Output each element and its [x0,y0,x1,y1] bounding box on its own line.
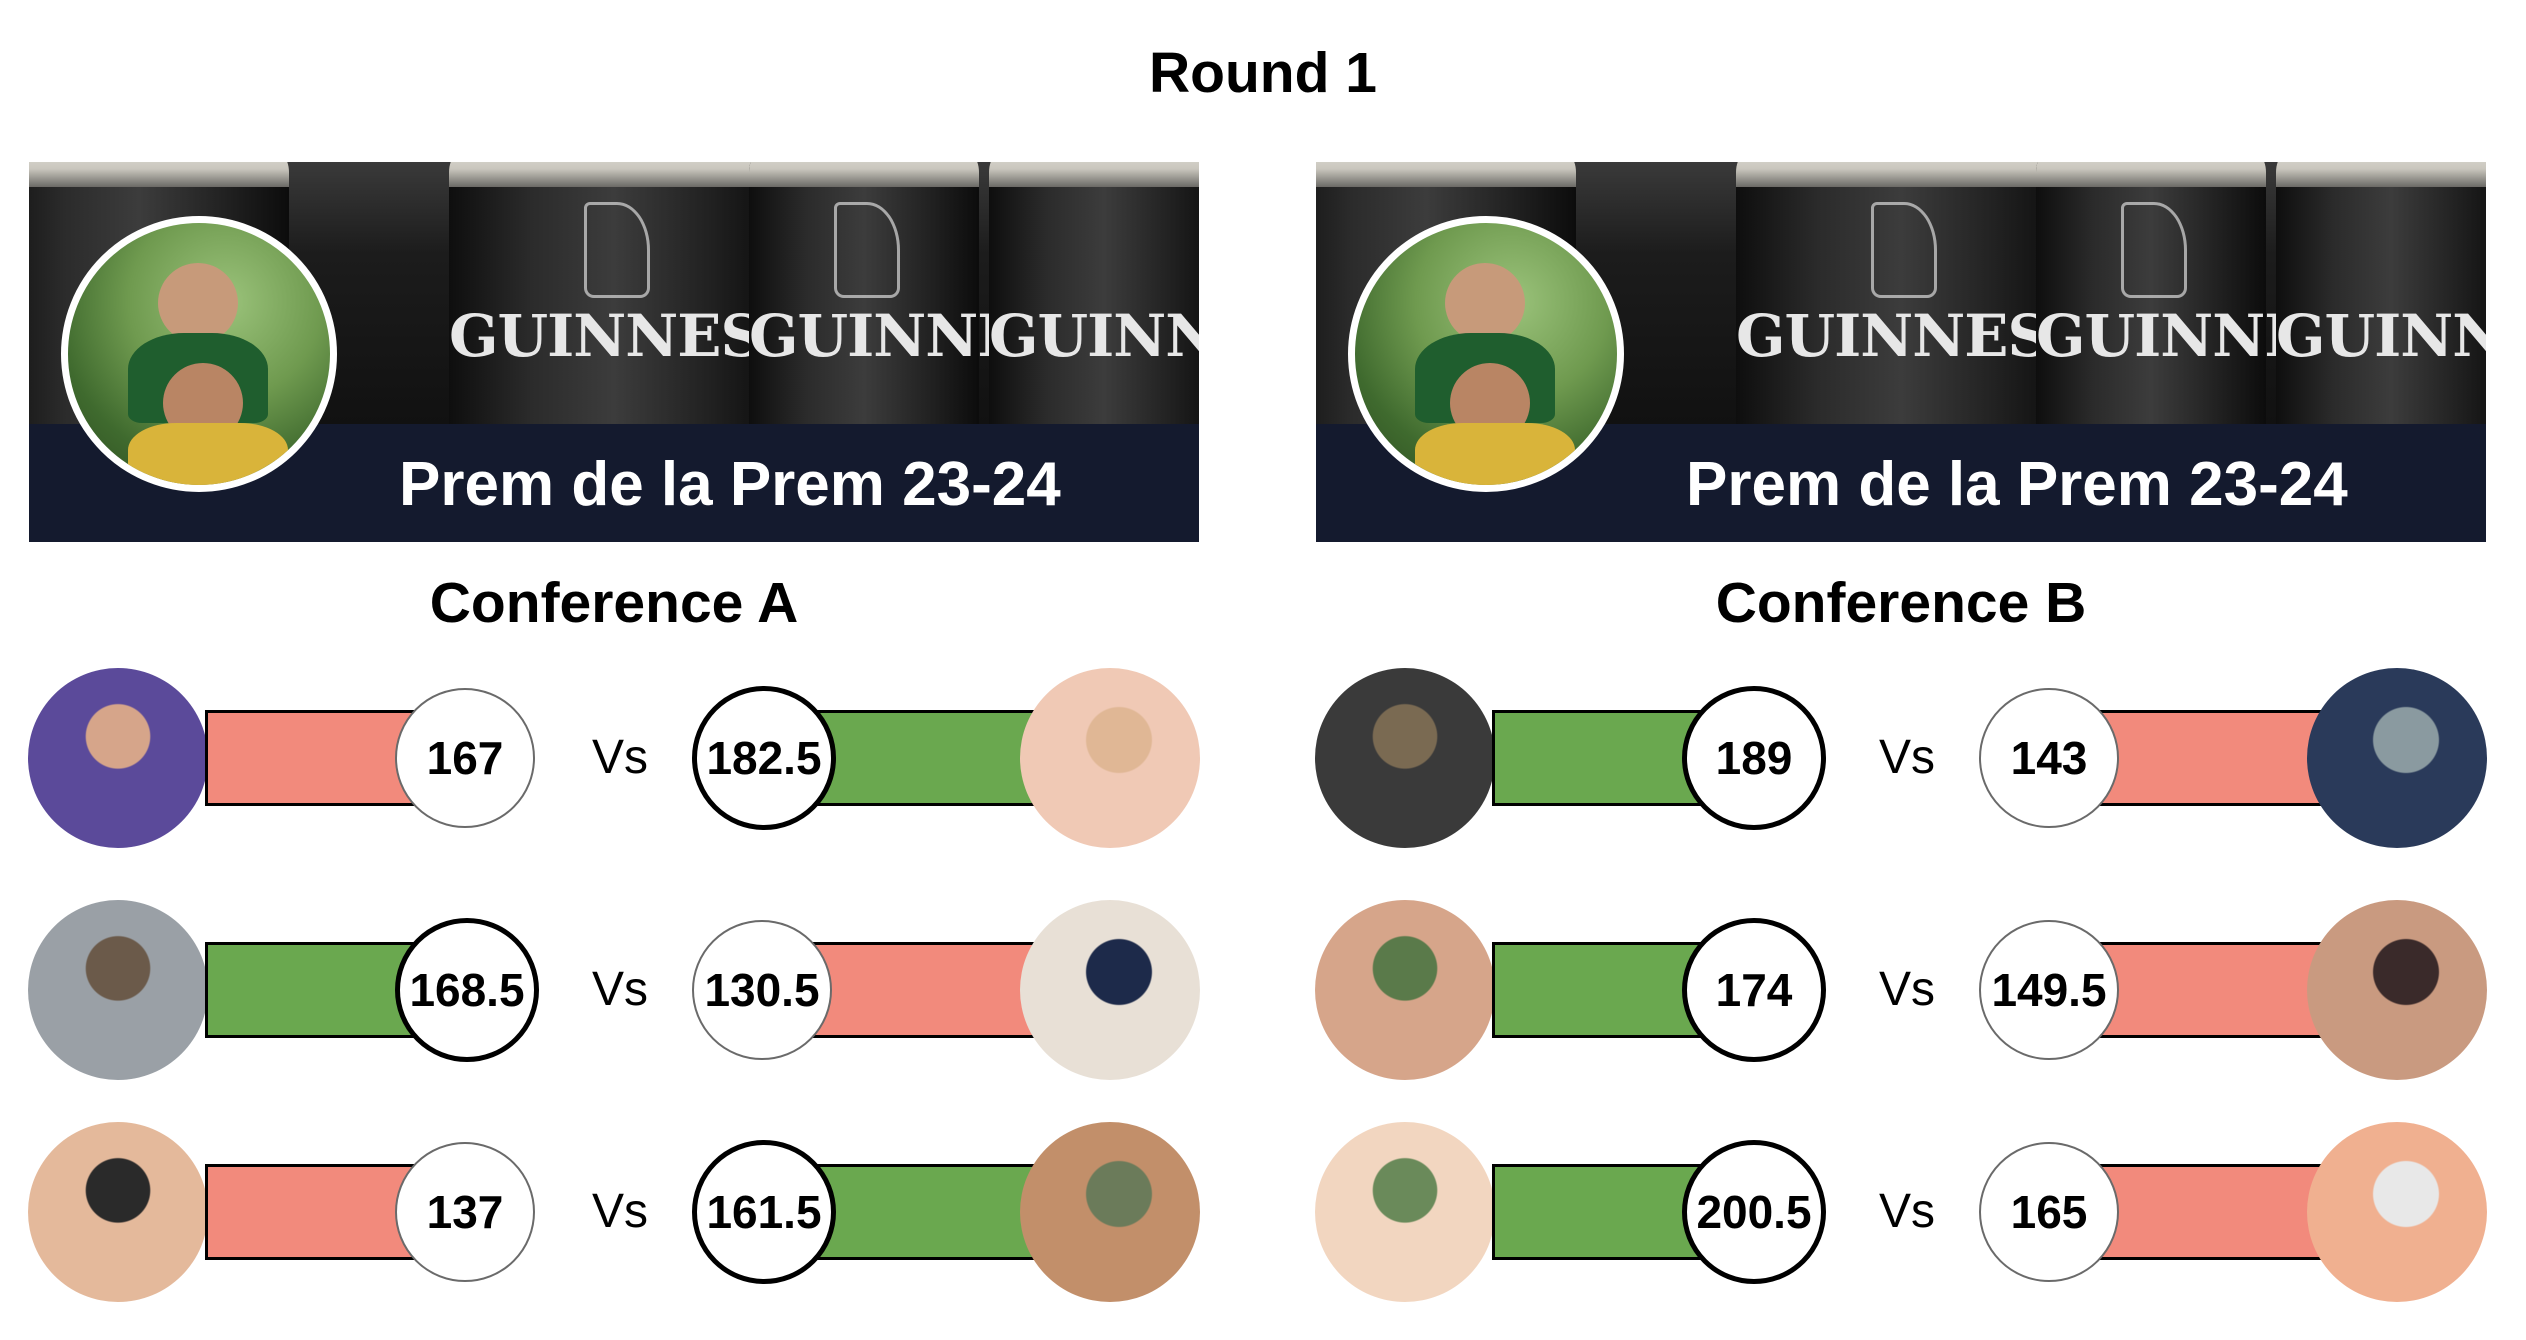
score-bar-right [2077,710,2332,806]
conference-a-title: Conference A [429,571,799,635]
league-banner-b: GUINNESS GUINNESS GUINNESS Prem de la Pr… [1316,162,2486,542]
score-badge-right: 165 [1979,1142,2119,1282]
banner-title: Prem de la Prem 23-24 [1686,450,2348,519]
vs-label: Vs [1878,1185,1935,1238]
score-badge-right: 182.5 [692,686,836,830]
team-avatar-right [1020,1122,1200,1302]
conference-b-title: Conference B [1715,571,2087,635]
score-bar-left [1492,942,1712,1038]
team-avatar-right [1020,668,1200,848]
score-bar-left [1492,710,1712,806]
team-avatar-right [2307,668,2487,848]
score-bar-left [1492,1164,1712,1260]
score-badge-right: 130.5 [692,920,832,1060]
score-badge-right: 161.5 [692,1140,836,1284]
score-badge-left: 167 [395,688,535,828]
team-avatar-left [28,900,208,1080]
guinness-photo: GUINNESS GUINNESS GUINNESS [29,162,1199,442]
league-logo-avatar [61,216,337,492]
banner-title: Prem de la Prem 23-24 [399,450,1061,519]
vs-label: Vs [1878,963,1935,1016]
team-avatar-left [28,668,208,848]
score-badge-right: 143 [1979,688,2119,828]
team-avatar-left [1315,1122,1495,1302]
score-bar-right [790,942,1045,1038]
team-avatar-right [2307,900,2487,1080]
score-badge-left: 189 [1682,686,1826,830]
score-badge-left: 137 [395,1142,535,1282]
league-logo-avatar [1348,216,1624,492]
team-avatar-left [1315,668,1495,848]
score-bar-left [205,942,425,1038]
vs-label: Vs [591,963,648,1016]
team-avatar-right [1020,900,1200,1080]
team-avatar-left [28,1122,208,1302]
league-banner-a: GUINNESS GUINNESS GUINNESS Prem de la Pr… [29,162,1199,542]
score-bar-right [2077,942,2332,1038]
score-bar-left [205,1164,425,1260]
vs-label: Vs [591,731,648,784]
score-badge-left: 200.5 [1682,1140,1826,1284]
vs-label: Vs [591,1185,648,1238]
score-badge-left: 168.5 [395,918,539,1062]
score-badge-right: 149.5 [1979,920,2119,1060]
round-title: Round 1 [1149,41,1377,105]
vs-label: Vs [1878,731,1935,784]
score-bar-left [205,710,425,806]
score-badge-left: 174 [1682,918,1826,1062]
team-avatar-right [2307,1122,2487,1302]
team-avatar-left [1315,900,1495,1080]
